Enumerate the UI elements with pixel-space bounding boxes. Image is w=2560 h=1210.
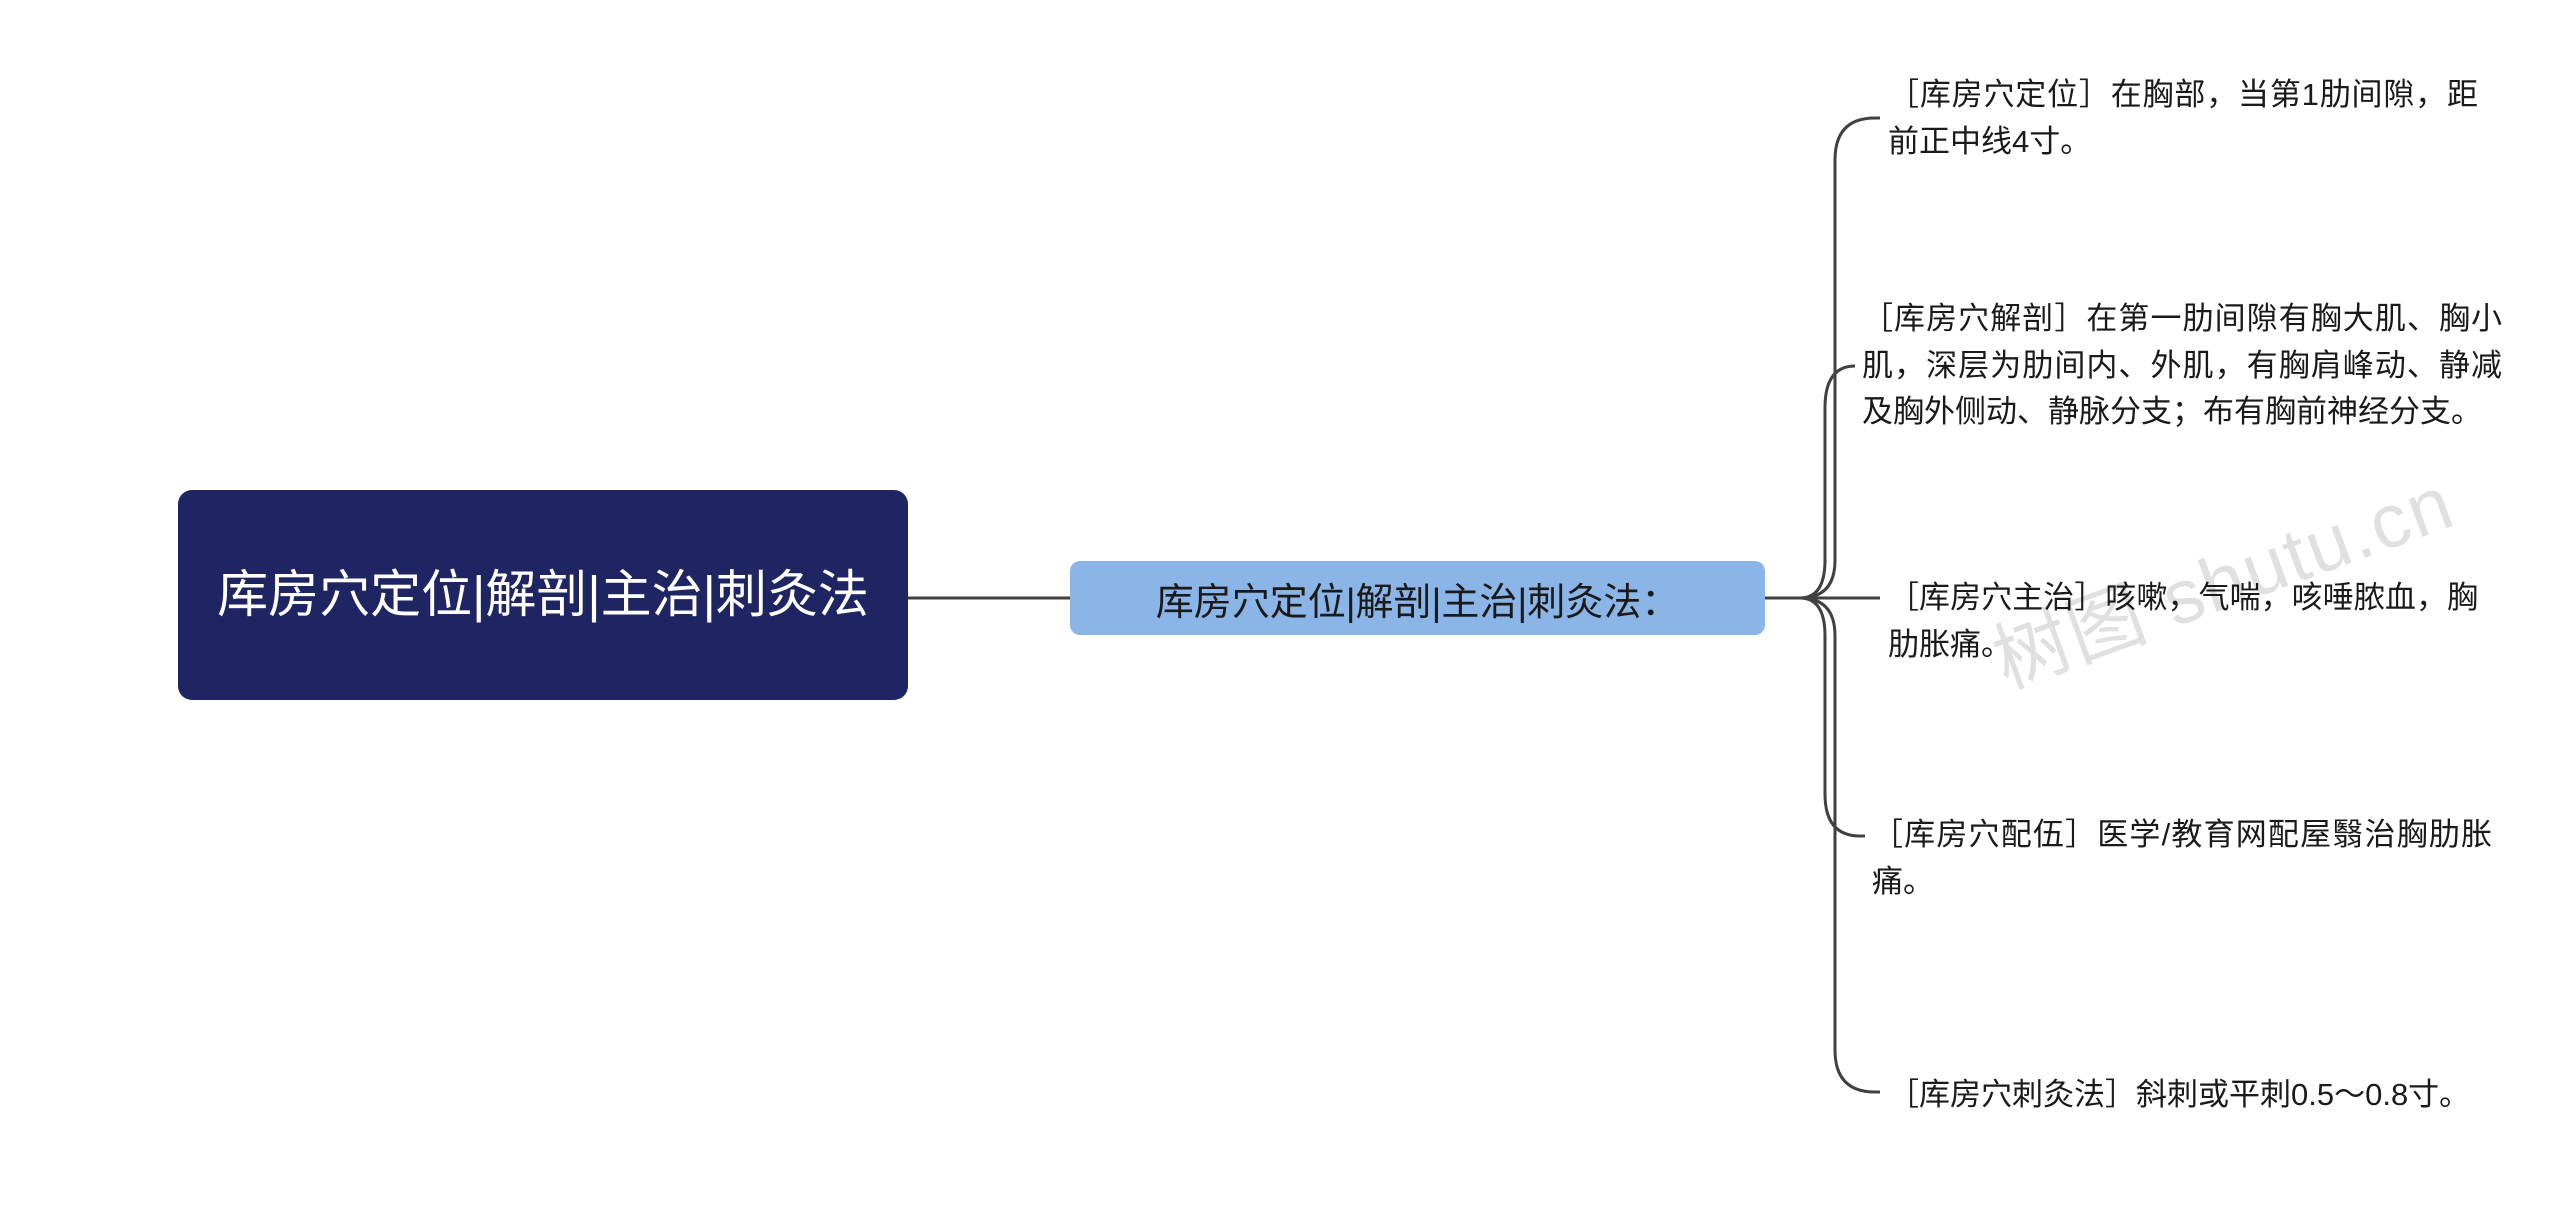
root-node-label: 库房穴定位|解剖|主治|刺灸法 xyxy=(217,557,869,634)
root-node[interactable]: 库房穴定位|解剖|主治|刺灸法 xyxy=(178,490,908,700)
leaf-label: ［库房穴刺灸法］斜刺或平刺0.5～0.8寸。 xyxy=(1888,1077,2470,1112)
leaf-indications[interactable]: ［库房穴主治］咳嗽，气喘，咳唾脓血，胸肋胀痛。 xyxy=(1888,575,2478,668)
leaf-anatomy[interactable]: ［库房穴解剖］在第一肋间隙有胸大肌、胸小肌，深层为肋间内、外肌，有胸肩峰动、静减… xyxy=(1862,296,2502,436)
leaf-combination[interactable]: ［库房穴配伍］医学/教育网配屋翳治胸肋胀痛。 xyxy=(1872,812,2492,905)
mindmap-canvas: 树图 shutu.cn 树图 shutu.cn 库房穴定位|解剖|主治|刺灸法 … xyxy=(0,0,2560,1210)
leaf-label: ［库房穴定位］在胸部，当第1肋间隙，距前正中线4寸。 xyxy=(1888,77,2478,159)
leaf-label: ［库房穴解剖］在第一肋间隙有胸大肌、胸小肌，深层为肋间内、外肌，有胸肩峰动、静减… xyxy=(1862,301,2502,429)
sub-node-label: 库房穴定位|解剖|主治|刺灸法： xyxy=(1156,571,1680,626)
leaf-acupuncture[interactable]: ［库房穴刺灸法］斜刺或平刺0.5～0.8寸。 xyxy=(1888,1072,2508,1119)
leaf-location[interactable]: ［库房穴定位］在胸部，当第1肋间隙，距前正中线4寸。 xyxy=(1888,72,2478,165)
sub-node[interactable]: 库房穴定位|解剖|主治|刺灸法： xyxy=(1070,561,1765,635)
leaf-label: ［库房穴主治］咳嗽，气喘，咳唾脓血，胸肋胀痛。 xyxy=(1888,580,2478,662)
leaf-label: ［库房穴配伍］医学/教育网配屋翳治胸肋胀痛。 xyxy=(1872,817,2492,899)
